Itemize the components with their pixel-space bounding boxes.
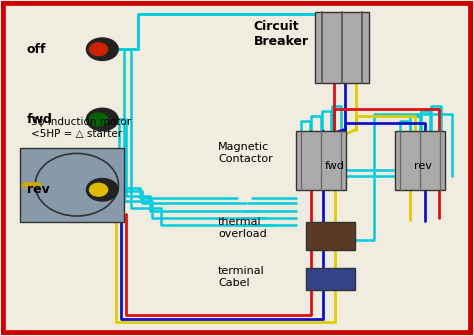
Circle shape: [90, 113, 108, 126]
Text: rev: rev: [414, 161, 432, 171]
Text: Circuit
Breaker: Circuit Breaker: [254, 20, 309, 48]
Circle shape: [90, 183, 108, 196]
Text: rev: rev: [27, 183, 49, 196]
Bar: [306, 221, 355, 250]
Text: terminal
Cabel: terminal Cabel: [218, 266, 265, 288]
Bar: [315, 12, 369, 83]
Bar: [395, 131, 445, 190]
Text: fwd: fwd: [27, 113, 53, 126]
Circle shape: [90, 43, 108, 56]
Bar: [19, 148, 124, 221]
Text: off: off: [27, 43, 46, 56]
Text: Magnetic
Contactor: Magnetic Contactor: [218, 142, 273, 164]
Text: fwd: fwd: [324, 161, 345, 171]
Bar: [306, 268, 355, 290]
Bar: [296, 131, 346, 190]
Circle shape: [86, 38, 118, 60]
Ellipse shape: [35, 154, 118, 216]
Circle shape: [86, 178, 118, 201]
Circle shape: [86, 108, 118, 131]
Text: 3ϕ Induction motor
<5HP = △ starter: 3ϕ Induction motor <5HP = △ starter: [31, 117, 132, 139]
Text: thermal
overload: thermal overload: [218, 217, 267, 239]
